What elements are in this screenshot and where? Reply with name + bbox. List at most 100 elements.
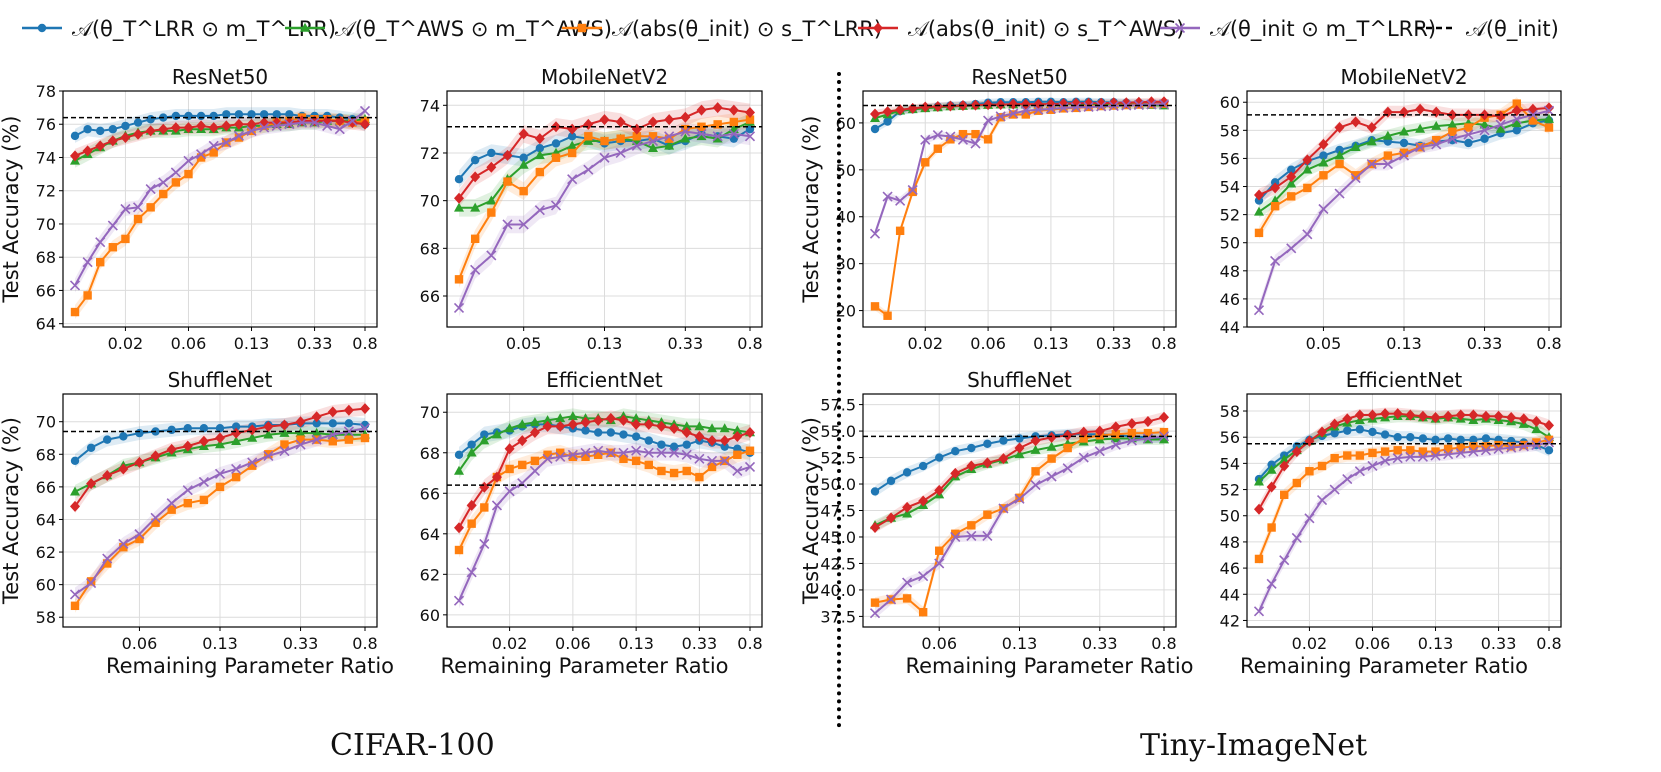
data-point-abs_init_LRR-18: [1159, 427, 1169, 437]
data-point-init_LRR-0: [869, 228, 881, 239]
series-init_LRR: [869, 431, 1170, 619]
data-point-AWS-10: [231, 436, 242, 446]
data-point-abs_init_AWS-20: [707, 435, 718, 447]
data-point-abs_init_LRR-8: [199, 495, 209, 505]
data-point-LRR-10: [1380, 430, 1390, 439]
dataset-label-tiny-imagenet: Tiny-ImageNet: [1140, 728, 1368, 763]
data-point-init_LRR-17: [343, 426, 354, 437]
data-point-LRR-14: [631, 432, 641, 441]
data-point-abs_init_AWS-0: [870, 521, 880, 533]
data-point-abs_init_AWS-12: [1020, 98, 1031, 110]
data-point-init_LRR-1: [86, 577, 97, 589]
data-point-init_LRR-4: [134, 529, 145, 540]
data-point-abs_init_LRR-12: [1063, 443, 1072, 453]
data-point-init_LRR-22: [1146, 99, 1157, 110]
data-point-abs_init_LRR-13: [1079, 434, 1088, 443]
data-point-abs_init_LRR-11: [209, 148, 218, 157]
data-point-abs_init_AWS-8: [198, 435, 209, 447]
data-point-abs_init_LRR-7: [983, 510, 992, 519]
legend-label-2: 𝒜(abs(θ_init) ⊙ s_T^LRR): [612, 17, 882, 42]
data-point-abs_init_AWS-9: [1367, 409, 1378, 421]
data-point-abs_init_LRR-2: [103, 559, 112, 568]
data-point-abs_init_AWS-21: [719, 435, 730, 447]
data-point-init_LRR-10: [231, 463, 242, 475]
data-point-abs_init_AWS-4: [1318, 138, 1329, 150]
legend-marker-1: [300, 22, 310, 32]
data-point-abs_init_LRR-2: [902, 594, 912, 603]
data-point-abs_init_LRR-10: [581, 452, 590, 462]
data-point-init_LRR-12: [647, 135, 659, 147]
data-point-init_LRR-20: [1506, 442, 1517, 453]
data-point-LRR-1: [883, 117, 892, 126]
data-point-init_LRR-10: [1030, 480, 1041, 491]
data-point-abs_init_LRR-4: [519, 186, 528, 196]
data-point-abs_init_AWS-9: [1014, 442, 1025, 454]
y-axis-label: Test Accuracy (%): [799, 417, 823, 605]
data-point-abs_init_AWS-22: [732, 431, 743, 443]
legend-label-1: 𝒜(θ_T^AWS ⊙ m_T^AWS): [335, 17, 612, 42]
data-point-abs_init_AWS-16: [327, 406, 338, 418]
data-point-init_LRR-11: [208, 140, 219, 151]
data-point-abs_init_LRR-11: [1047, 454, 1056, 463]
x-tick-label-4: 0.8: [737, 634, 762, 653]
data-point-abs_init_LRR-20: [1506, 442, 1516, 451]
data-point-abs_init_AWS-13: [233, 118, 244, 130]
data-point-AWS-1: [1266, 464, 1277, 474]
data-point-abs_init_LRR-5: [535, 167, 545, 177]
data-point-abs_init_AWS-6: [1329, 418, 1340, 430]
data-point-abs_init_AWS-0: [454, 192, 464, 204]
data-point-init_LRR-17: [284, 119, 295, 130]
data-point-abs_init_LRR-3: [119, 542, 128, 552]
data-point-init_LRR-13: [618, 447, 629, 458]
data-point-init_LRR-0: [69, 280, 81, 291]
data-point-abs_init_AWS-3: [491, 471, 502, 483]
data-point-init_LRR-19: [1493, 443, 1504, 455]
y-tick-label-3: 72: [420, 144, 440, 163]
legend-marker-0: [37, 23, 47, 33]
data-point-AWS-18: [1544, 113, 1554, 123]
data-point-init_LRR-12: [221, 137, 232, 148]
data-point-LRR-2: [103, 435, 112, 444]
series-band-init_LRR: [875, 100, 1164, 238]
data-point-init_LRR-3: [1302, 229, 1313, 240]
data-point-LRR-18: [1481, 434, 1491, 443]
x-tick-label-0: 0.02: [492, 634, 528, 653]
data-point-abs_init_LRR-7: [1343, 451, 1352, 460]
data-point-init_LRR-23: [1543, 437, 1555, 448]
data-point-abs_init_AWS-15: [643, 418, 654, 430]
data-point-abs_init_AWS-6: [166, 443, 177, 455]
data-point-abs_init_AWS-16: [1511, 105, 1522, 117]
data-point-AWS-14: [680, 133, 691, 143]
y-tick-label-0: 58: [36, 608, 56, 627]
data-point-init_LRR-15: [696, 128, 707, 139]
series-abs_init_LRR: [1254, 435, 1554, 564]
data-point-abs_init_AWS-4: [134, 456, 145, 468]
data-point-AWS-12: [648, 143, 658, 153]
x-tick-label-2: 0.13: [234, 334, 270, 353]
data-point-abs_init_LRR-13: [1418, 447, 1428, 456]
x-axis-label: Remaining Parameter Ratio: [905, 654, 1193, 678]
data-point-abs_init_AWS-3: [502, 149, 513, 161]
data-point-abs_init_AWS-2: [486, 161, 497, 173]
data-point-init_LRR-12: [1062, 463, 1073, 474]
data-point-init_LRR-10: [615, 147, 626, 159]
data-point-abs_init_AWS-14: [1094, 425, 1105, 437]
y-tick-label-2: 64: [420, 525, 440, 544]
data-point-AWS-13: [664, 140, 675, 150]
data-point-LRR-2: [487, 148, 496, 158]
data-point-abs_init_LRR-22: [733, 450, 742, 459]
data-point-abs_init_AWS-15: [311, 411, 322, 423]
data-point-LRR-6: [1330, 429, 1339, 438]
data-point-abs_init_AWS-12: [605, 412, 616, 424]
data-point-abs_init_AWS-3: [1291, 446, 1302, 458]
dataset-label-cifar100: CIFAR-100: [330, 728, 495, 763]
data-point-init_LRR-2: [1279, 555, 1290, 566]
data-point-init_LRR-12: [1405, 451, 1416, 462]
y-tick-label-4: 68: [420, 444, 440, 463]
data-point-abs_init_LRR-7: [183, 498, 192, 508]
y-axis-label: Test Accuracy (%): [799, 116, 823, 304]
data-point-init_LRR-10: [995, 111, 1006, 122]
